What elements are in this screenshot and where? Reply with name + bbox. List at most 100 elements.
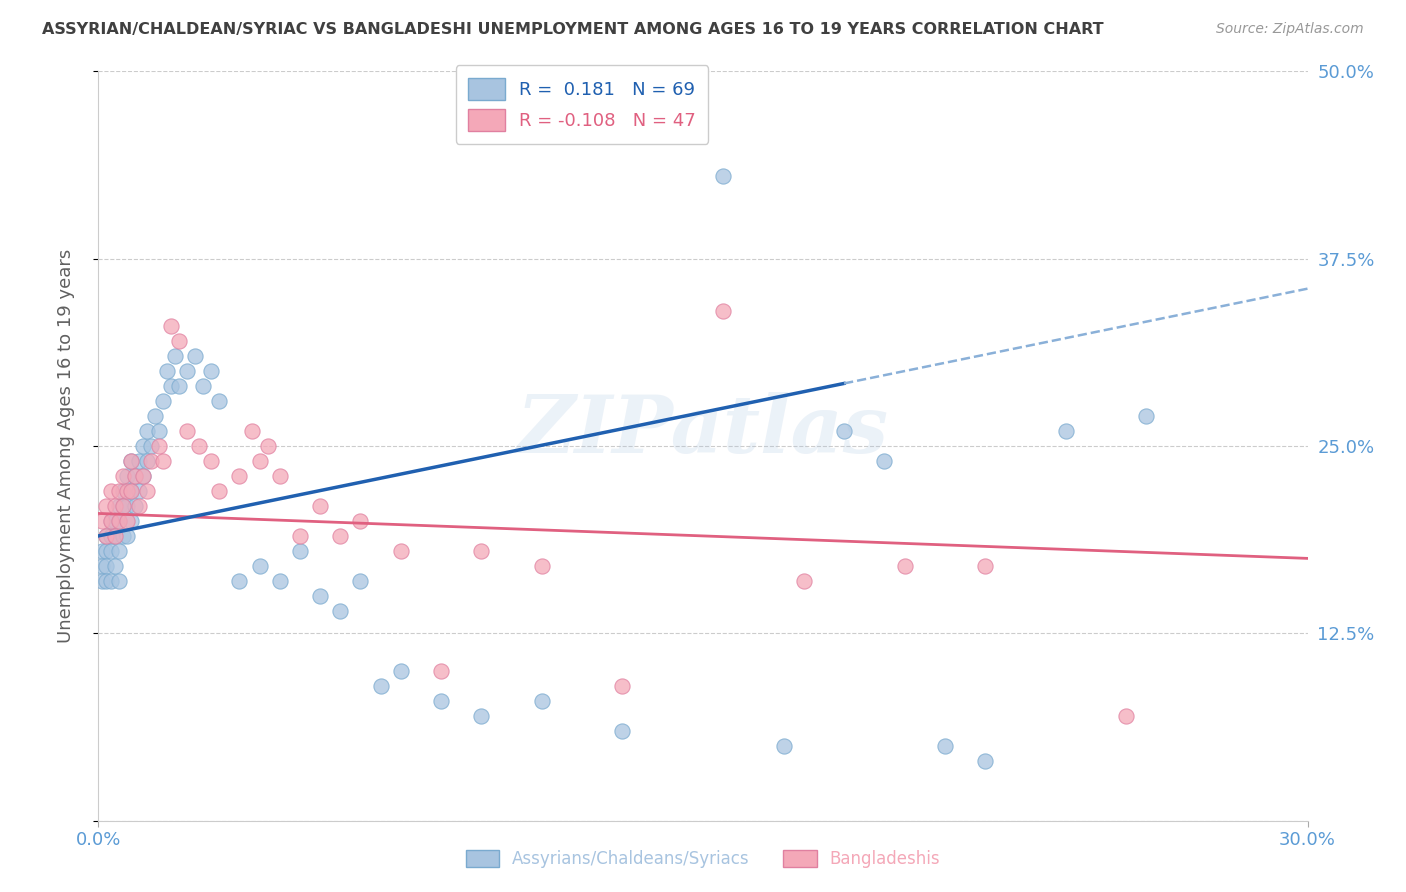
Point	[249, 454, 271, 468]
Point	[120, 483, 142, 498]
Point	[91, 514, 114, 528]
Point	[193, 379, 215, 393]
Point	[128, 483, 150, 498]
Point	[111, 483, 134, 498]
Point	[96, 499, 118, 513]
Point	[711, 304, 734, 318]
Point	[120, 454, 142, 468]
Point	[249, 558, 271, 573]
Point	[135, 454, 157, 468]
Point	[100, 574, 122, 588]
Point	[135, 424, 157, 438]
Point	[107, 574, 129, 588]
Text: ZIPatlas: ZIPatlas	[517, 392, 889, 470]
Point	[132, 469, 155, 483]
Point	[100, 529, 122, 543]
Point	[120, 483, 142, 498]
Point	[124, 499, 146, 513]
Point	[124, 469, 146, 483]
Point	[349, 514, 371, 528]
Point	[103, 529, 125, 543]
Point	[612, 679, 634, 693]
Point	[120, 514, 142, 528]
Point	[128, 454, 150, 468]
Point	[100, 514, 122, 528]
Point	[470, 708, 492, 723]
Point	[176, 424, 198, 438]
Point	[103, 558, 125, 573]
Point	[228, 469, 250, 483]
Point	[111, 529, 134, 543]
Point	[132, 439, 155, 453]
Point	[470, 544, 492, 558]
Point	[152, 454, 174, 468]
Point	[103, 514, 125, 528]
Point	[148, 424, 170, 438]
Point	[103, 529, 125, 543]
Point	[96, 574, 118, 588]
Point	[163, 349, 186, 363]
Point	[100, 483, 122, 498]
Point	[288, 544, 311, 558]
Point	[135, 483, 157, 498]
Point	[269, 469, 291, 483]
Point	[309, 589, 332, 603]
Point	[128, 499, 150, 513]
Point	[111, 499, 134, 513]
Point	[832, 424, 855, 438]
Point	[934, 739, 956, 753]
Point	[91, 558, 114, 573]
Point	[228, 574, 250, 588]
Point	[1135, 409, 1157, 423]
Point	[200, 454, 222, 468]
Point	[111, 469, 134, 483]
Point	[208, 394, 231, 409]
Point	[772, 739, 794, 753]
Point	[208, 483, 231, 498]
Point	[240, 424, 263, 438]
Point	[139, 454, 162, 468]
Point	[107, 514, 129, 528]
Point	[115, 499, 138, 513]
Point	[107, 483, 129, 498]
Point	[370, 679, 392, 693]
Point	[711, 169, 734, 184]
Point	[1115, 708, 1137, 723]
Point	[96, 529, 118, 543]
Point	[115, 514, 138, 528]
Point	[974, 754, 997, 768]
Point	[120, 454, 142, 468]
Point	[793, 574, 815, 588]
Point	[893, 558, 915, 573]
Point	[124, 469, 146, 483]
Point	[91, 544, 114, 558]
Point	[115, 529, 138, 543]
Point	[430, 664, 453, 678]
Text: ASSYRIAN/CHALDEAN/SYRIAC VS BANGLADESHI UNEMPLOYMENT AMONG AGES 16 TO 19 YEARS C: ASSYRIAN/CHALDEAN/SYRIAC VS BANGLADESHI …	[42, 22, 1104, 37]
Point	[156, 364, 179, 378]
Y-axis label: Unemployment Among Ages 16 to 19 years: Unemployment Among Ages 16 to 19 years	[56, 249, 75, 643]
Point	[200, 364, 222, 378]
Point	[873, 454, 896, 468]
Point	[107, 514, 129, 528]
Point	[103, 499, 125, 513]
Point	[107, 499, 129, 513]
Point	[96, 544, 118, 558]
Text: Source: ZipAtlas.com: Source: ZipAtlas.com	[1216, 22, 1364, 37]
Point	[160, 379, 183, 393]
Point	[167, 379, 190, 393]
Point	[91, 574, 114, 588]
Point	[148, 439, 170, 453]
Point	[107, 544, 129, 558]
Point	[100, 544, 122, 558]
Point	[329, 529, 352, 543]
Point	[152, 394, 174, 409]
Point	[111, 499, 134, 513]
Point	[188, 439, 211, 453]
Point	[389, 664, 412, 678]
Point	[329, 604, 352, 618]
Point	[184, 349, 207, 363]
Point	[115, 469, 138, 483]
Legend: R =  0.181   N = 69, R = -0.108   N = 47: R = 0.181 N = 69, R = -0.108 N = 47	[456, 65, 709, 144]
Point	[349, 574, 371, 588]
